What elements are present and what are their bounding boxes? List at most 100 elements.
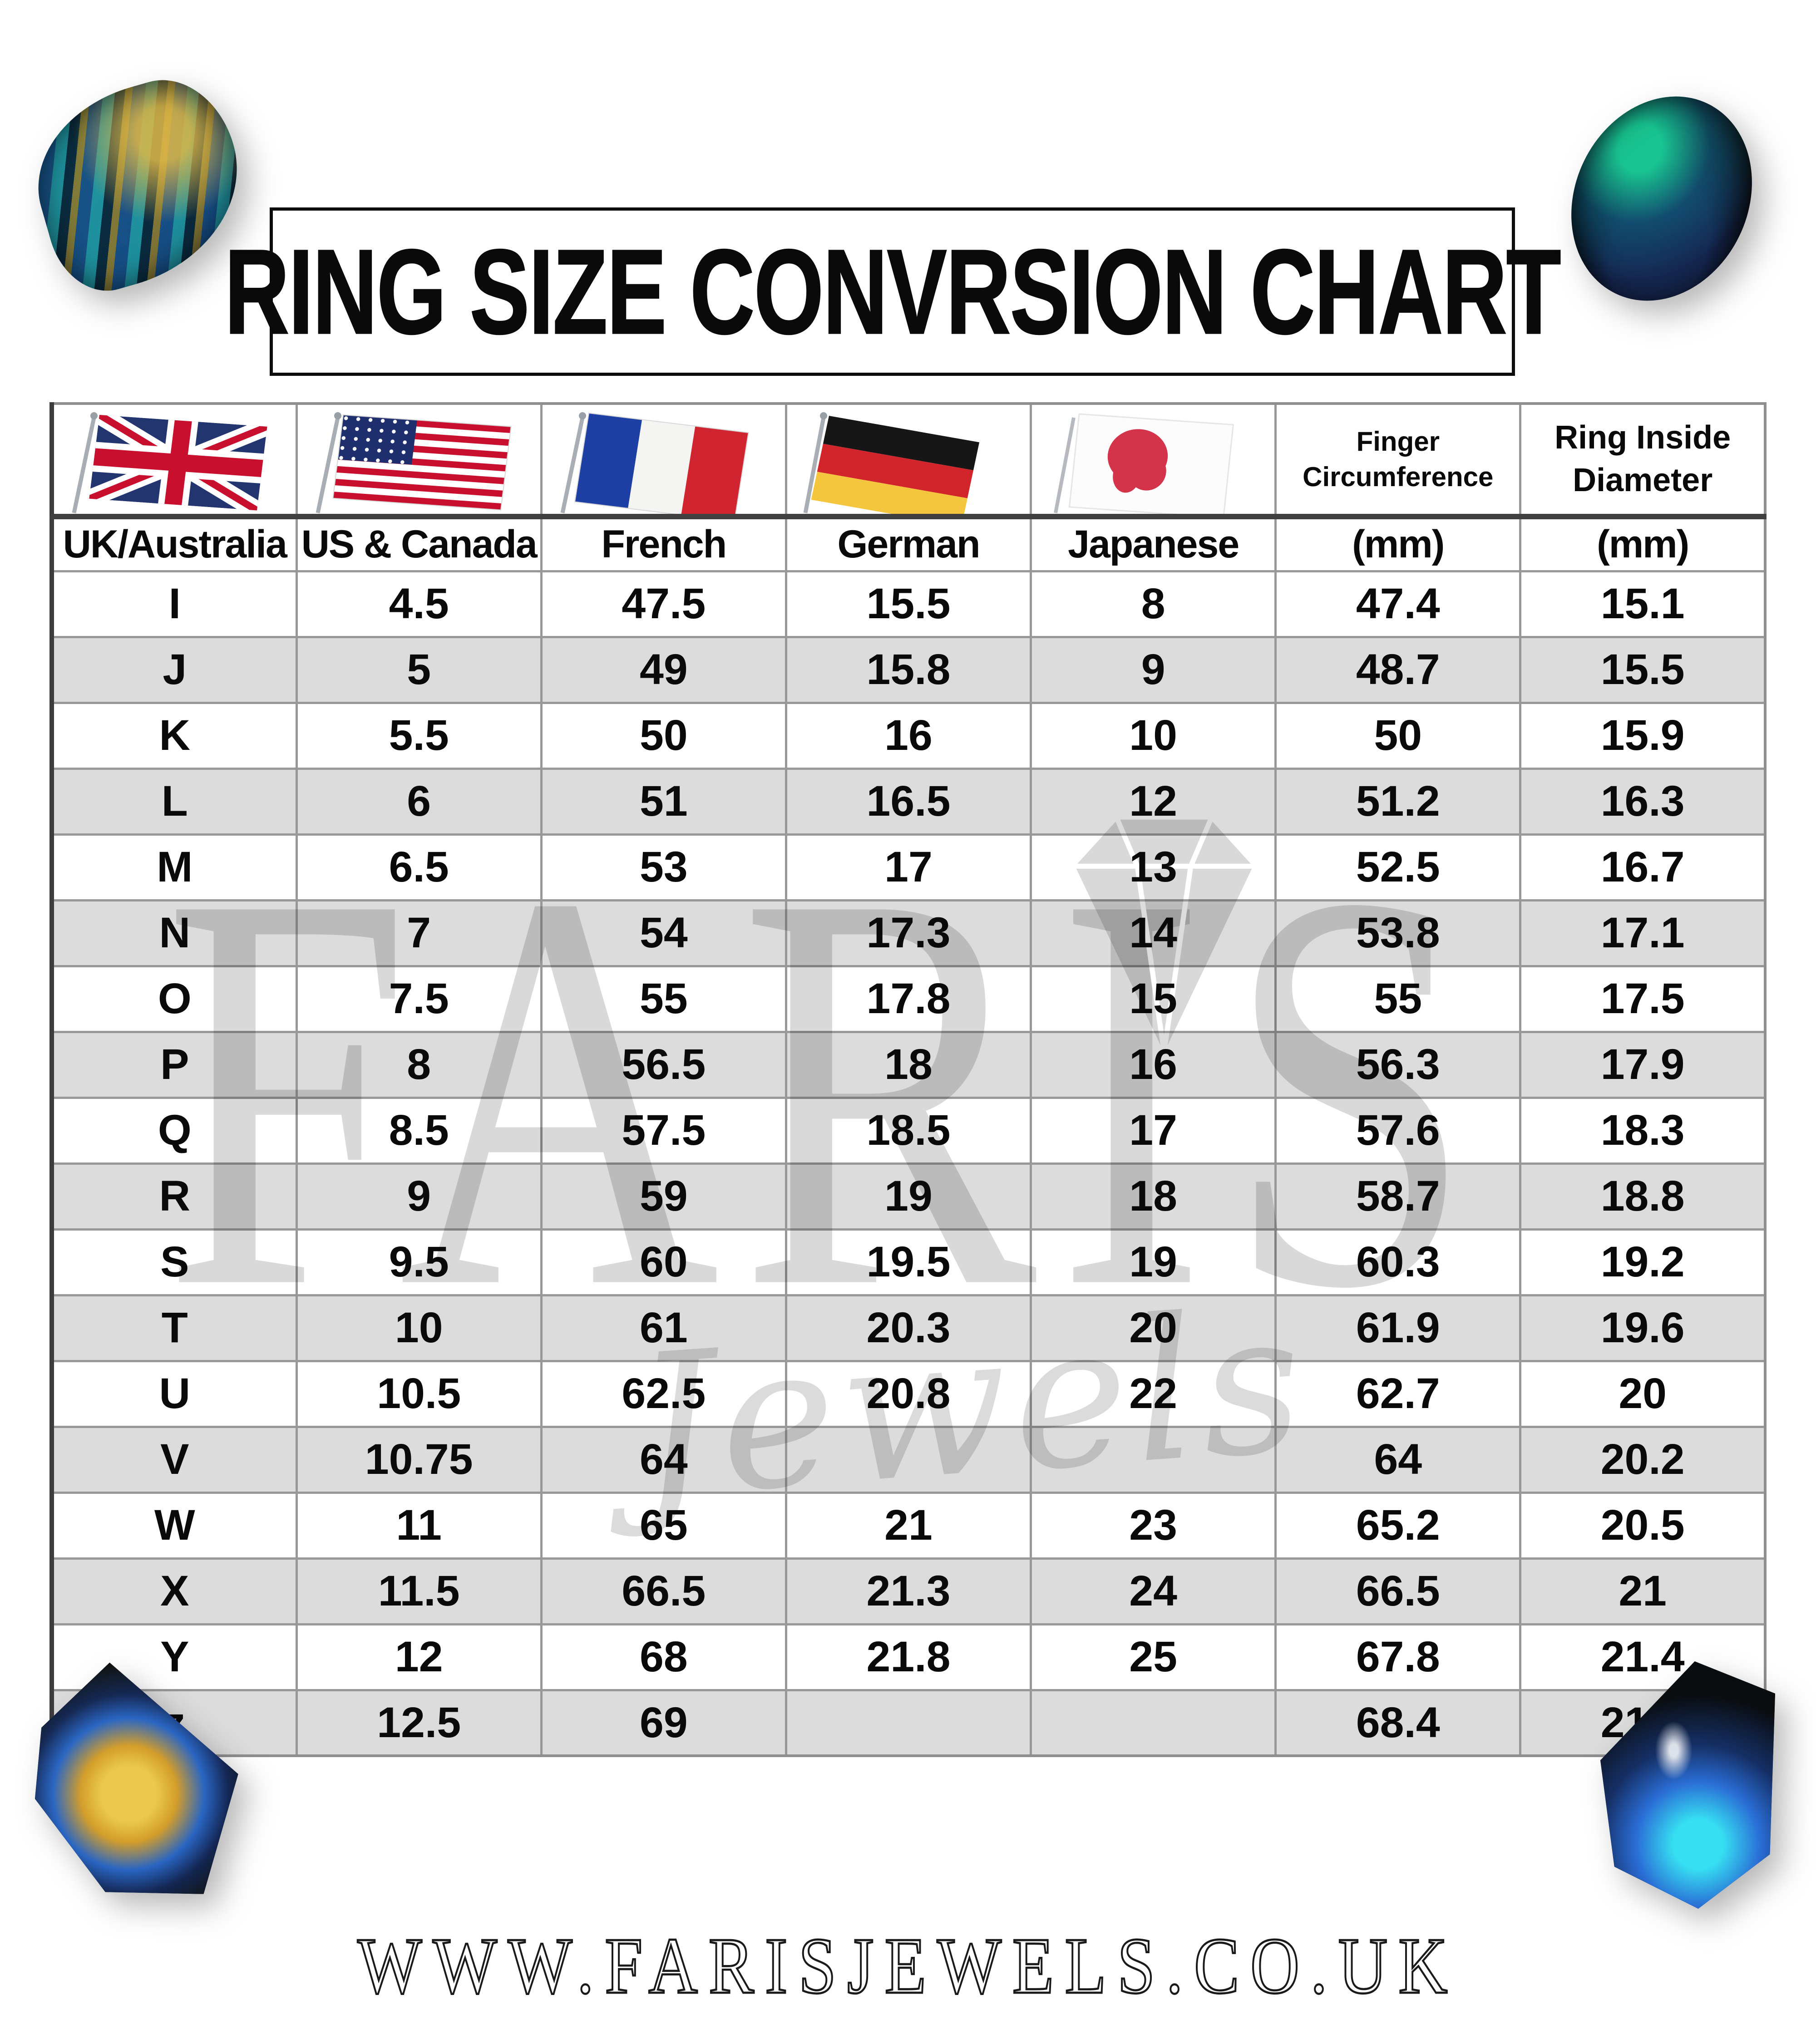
table-cell: 8 [295, 1030, 543, 1099]
table-cell: V [50, 1425, 298, 1494]
column-label-french: French [540, 515, 787, 572]
finger-circumference-header-cell: Finger Circumference [1274, 402, 1522, 519]
table-cell: P [50, 1030, 298, 1099]
table-cell: 16.3 [1519, 767, 1767, 836]
table-cell: 47.5 [540, 570, 787, 638]
table-cell: 64 [540, 1425, 787, 1494]
ring-inside-diameter-label: Ring Inside Diameter [1554, 419, 1731, 498]
table-cell: 15.1 [1519, 570, 1767, 638]
germany-flag-cell [785, 402, 1032, 519]
table-cell: 8 [1030, 570, 1277, 638]
column-label-uk: UK/Australia [50, 515, 298, 572]
table-cell: 9.5 [295, 1228, 543, 1296]
column-label-mm-diameter: (mm) [1519, 515, 1767, 572]
table-cell: 6.5 [295, 833, 543, 901]
table-cell: 10 [295, 1294, 543, 1362]
table-cell: 21.3 [785, 1557, 1032, 1625]
table-cell: 68.4 [1274, 1689, 1522, 1757]
table-row: J 5 49 15.8 9 48.7 15.5 [50, 635, 1767, 704]
france-flag-icon [561, 412, 749, 511]
table-cell: 17 [1030, 1096, 1277, 1165]
table-cell: 4.5 [295, 570, 543, 638]
website-url[interactable]: WWW.FARISJEWELS.CO.UK [357, 1921, 1459, 2012]
ring-inside-diameter-header-cell: Ring Inside Diameter [1519, 402, 1767, 519]
table-cell: 68 [540, 1623, 787, 1691]
table-cell: 66.5 [1274, 1557, 1522, 1625]
table-cell: 20.5 [1519, 1491, 1767, 1560]
table-cell: 12 [295, 1623, 543, 1691]
table-cell: 9 [1030, 635, 1277, 704]
table-cell: 50 [540, 701, 787, 770]
us-flag-cell [295, 402, 543, 519]
table-cell: 7.5 [295, 965, 543, 1033]
flag-header-row: Finger Circumference Ring Inside Diamete… [50, 402, 1767, 519]
table-cell: 10.5 [295, 1359, 543, 1428]
table-cell: 15.8 [785, 635, 1032, 704]
table-cell: 19 [785, 1162, 1032, 1231]
table-cell: 11.5 [295, 1557, 543, 1625]
column-label-mm-circumference: (mm) [1274, 515, 1522, 572]
table-row: K 5.5 50 16 10 50 15.9 [50, 701, 1767, 770]
table-cell: 14 [1030, 899, 1277, 967]
table-cell: 21 [1519, 1557, 1767, 1625]
table-cell: 21 [785, 1491, 1032, 1560]
japan-flag-icon [1054, 413, 1234, 511]
table-cell: 17.9 [1519, 1030, 1767, 1099]
table-cell: S [50, 1228, 298, 1296]
table-cell: 57.5 [540, 1096, 787, 1165]
table-cell: 53 [540, 833, 787, 901]
table-cell: 16.5 [785, 767, 1032, 836]
table-cell: 19 [1030, 1228, 1277, 1296]
table-cell: 61.9 [1274, 1294, 1522, 1362]
table-row: N 7 54 17.3 14 53.8 17.1 [50, 899, 1767, 967]
table-cell [785, 1425, 1032, 1494]
table-cell: 17.3 [785, 899, 1032, 967]
table-cell: 19.2 [1519, 1228, 1767, 1296]
table-cell: 5.5 [295, 701, 543, 770]
table-cell: 59 [540, 1162, 787, 1231]
table-cell: 9 [295, 1162, 543, 1231]
labradorite-gem-top-left [16, 64, 263, 304]
table-cell: 17 [785, 833, 1032, 901]
table-cell: 47.4 [1274, 570, 1522, 638]
table-row: O 7.5 55 17.8 15 55 17.5 [50, 965, 1767, 1033]
table-cell: 22 [1030, 1359, 1277, 1428]
table-row: T 10 61 20.3 20 61.9 19.6 [50, 1294, 1767, 1362]
table-cell: 12 [1030, 767, 1277, 836]
table-cell: 23 [1030, 1491, 1277, 1560]
conversion-table: Finger Circumference Ring Inside Diamete… [49, 402, 1767, 1757]
table-row: M 6.5 53 17 13 52.5 16.7 [50, 833, 1767, 901]
table-cell: 17.1 [1519, 899, 1767, 967]
size-table-body: I 4.5 47.5 15.5 8 47.4 15.1 J 5 49 15.8 9 48.7 15.5 K 5… [50, 570, 1767, 1757]
table-cell: 18 [1030, 1162, 1277, 1231]
uk-flag-cell [50, 402, 298, 519]
gem-surface [28, 1656, 245, 1903]
table-cell: T [50, 1294, 298, 1362]
table-row: P 8 56.5 18 16 56.3 17.9 [50, 1030, 1767, 1099]
table-row: X 11.5 66.5 21.3 24 66.5 21 [50, 1557, 1767, 1625]
table-cell: 62.7 [1274, 1359, 1522, 1428]
table-cell: 18.8 [1519, 1162, 1767, 1231]
table-cell: 11 [295, 1491, 543, 1560]
table-cell: 58.7 [1274, 1162, 1522, 1231]
title-box: RING SIZE CONVRSION CHART [224, 207, 1562, 376]
table-cell: 15.9 [1519, 701, 1767, 770]
labradorite-gem-bottom-left [34, 1661, 238, 1897]
table-cell: 56.5 [540, 1030, 787, 1099]
column-label-japanese: Japanese [1030, 515, 1277, 572]
table-cell: 61 [540, 1294, 787, 1362]
column-label-german: German [785, 515, 1032, 572]
table-cell: 48.7 [1274, 635, 1522, 704]
table-cell: 16 [1030, 1030, 1277, 1099]
table-cell: 51.2 [1274, 767, 1522, 836]
table-cell [1030, 1689, 1277, 1757]
table-cell: 15 [1030, 965, 1277, 1033]
column-label-row: UK/Australia US & Canada French German J… [50, 515, 1767, 572]
table-cell: 66.5 [540, 1557, 787, 1625]
table-cell: Q [50, 1096, 298, 1165]
table-cell: O [50, 965, 298, 1033]
table-row: U 10.5 62.5 20.8 22 62.7 20 [50, 1359, 1767, 1428]
table-cell: 10.75 [295, 1425, 543, 1494]
table-cell: 20.8 [785, 1359, 1032, 1428]
gem-surface [1538, 66, 1786, 331]
